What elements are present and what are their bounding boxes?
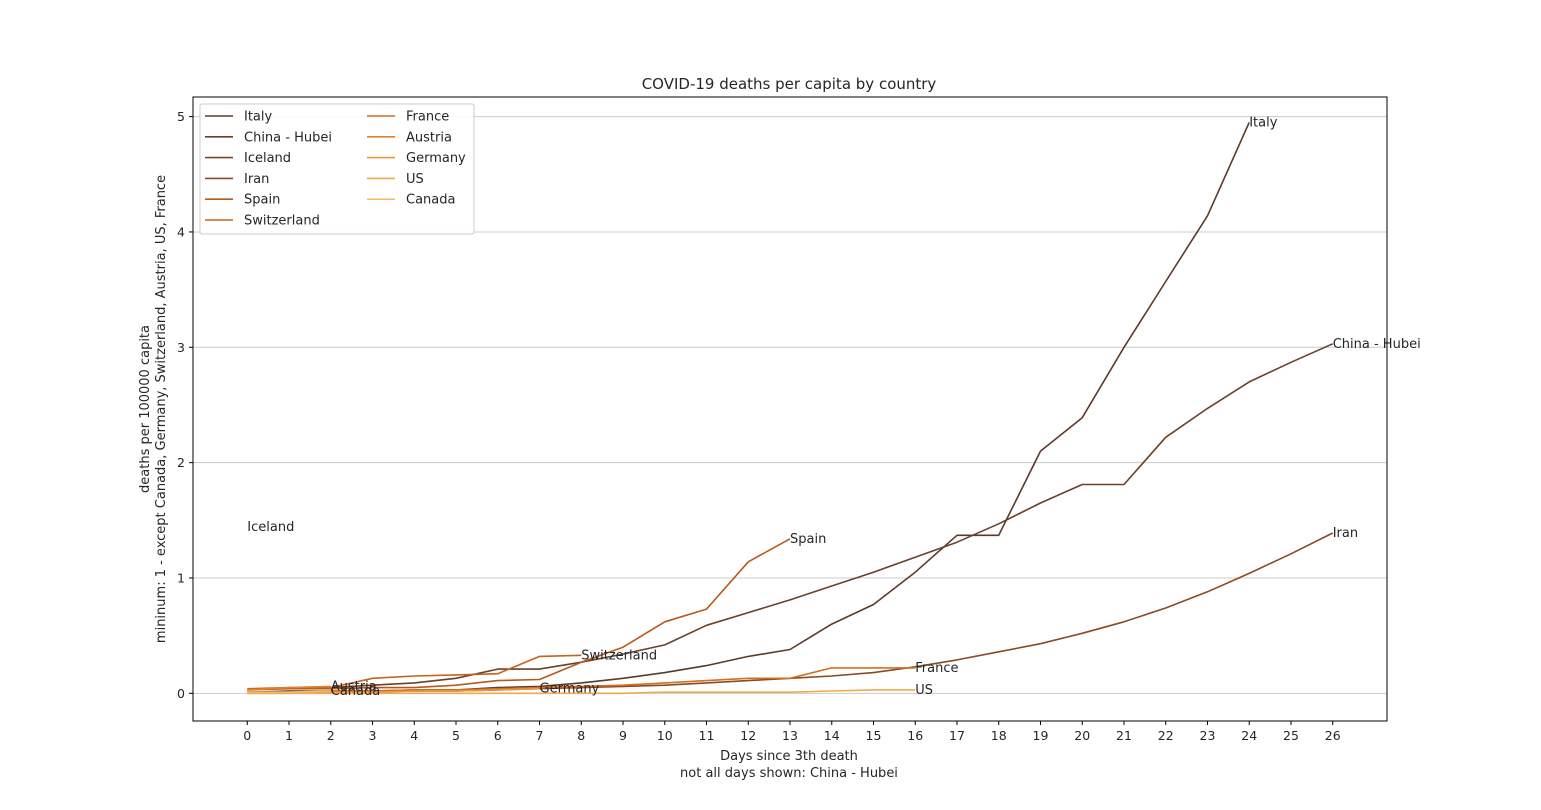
- x-tick-label: 3: [369, 728, 377, 743]
- end-label-france: France: [915, 661, 958, 676]
- x-tick-label: 23: [1200, 728, 1216, 743]
- end-label-iran: Iran: [1333, 526, 1358, 541]
- end-label-austria: Austria: [331, 679, 377, 694]
- legend-item: Italy: [205, 110, 273, 125]
- series-lines: [247, 122, 1334, 695]
- x-tick-label: 12: [740, 728, 756, 743]
- x-tick-label: 5: [452, 728, 460, 743]
- legend-item: Canada: [367, 193, 455, 208]
- series-line-us: [247, 689, 916, 695]
- x-tick-label: 10: [657, 728, 673, 743]
- legend-item: Iceland: [205, 151, 291, 166]
- y-axis-label-line1: deaths per 100000 capita: [138, 325, 153, 493]
- x-tick-label: 6: [494, 728, 502, 743]
- x-tick-label: 18: [991, 728, 1007, 743]
- x-tick-label: 25: [1283, 728, 1299, 743]
- x-tick-label: 4: [410, 728, 418, 743]
- x-tick-label: 26: [1325, 728, 1341, 743]
- series-line-austria: [247, 685, 331, 691]
- series-line-france: [247, 667, 916, 694]
- end-label-iceland: Iceland: [247, 520, 294, 535]
- x-tick-label: 8: [577, 728, 585, 743]
- legend-label: Iceland: [244, 151, 291, 166]
- legend-item: Germany: [367, 151, 466, 166]
- y-tick-label: 2: [177, 455, 185, 470]
- legend-label: Spain: [244, 193, 280, 208]
- end-label-china-hubei: China - Hubei: [1333, 337, 1421, 352]
- x-tick-label: 19: [1033, 728, 1049, 743]
- end-label-spain: Spain: [790, 532, 826, 547]
- legend-label: Canada: [406, 193, 455, 208]
- x-tick-label: 21: [1116, 728, 1132, 743]
- series-line-canada: [247, 690, 331, 694]
- y-tick-label: 1: [177, 570, 185, 585]
- legend-item: China - Hubei: [205, 130, 332, 145]
- x-tick-label: 16: [907, 728, 923, 743]
- legend-label: Italy: [244, 110, 273, 125]
- x-tick-label: 22: [1158, 728, 1174, 743]
- end-label-italy: Italy: [1249, 115, 1278, 130]
- y-tick-label: 4: [177, 224, 185, 239]
- x-tick-label: 24: [1241, 728, 1257, 743]
- end-label-germany: Germany: [540, 682, 600, 697]
- legend-item: Iran: [205, 172, 269, 187]
- x-tick-label: 20: [1074, 728, 1090, 743]
- legend-label: Austria: [406, 130, 452, 145]
- x-tick-label: 11: [699, 728, 715, 743]
- legend: Italy China - Hubei Iceland Iran Spain Switze…: [199, 103, 475, 235]
- y-axis-label-line2: mininum: 1 - except Canada, Germany, Swi…: [154, 175, 169, 643]
- y-axis-ticks: 0 1 2 3 4 5: [177, 109, 193, 701]
- legend-item: US: [367, 172, 424, 187]
- y-tick-label: 3: [177, 340, 185, 355]
- x-tick-label: 9: [619, 728, 627, 743]
- legend-label: China - Hubei: [244, 130, 332, 145]
- legend-item: Austria: [367, 130, 452, 145]
- end-label-us: US: [915, 683, 933, 698]
- legend-item: France: [367, 110, 449, 125]
- end-label-canada: Canada: [331, 684, 380, 699]
- legend-label: Iran: [244, 172, 269, 187]
- x-tick-label: 7: [536, 728, 544, 743]
- x-tick-label: 1: [285, 728, 293, 743]
- legend-label: France: [406, 110, 449, 125]
- end-labels: Italy China - Hubei Iceland Iran Spain Switze…: [247, 115, 1420, 699]
- x-axis-label: Days since 3th death: [720, 749, 858, 764]
- legend-label: Switzerland: [244, 214, 320, 229]
- y-tick-label: 0: [177, 686, 185, 701]
- y-tick-label: 5: [177, 109, 185, 124]
- x-tick-label: 15: [866, 728, 882, 743]
- x-axis-note: not all days shown: China - Hubei: [680, 766, 898, 781]
- legend-item: Switzerland: [205, 214, 320, 229]
- chart-title: COVID-19 deaths per capita by country: [642, 75, 937, 93]
- legend-label: Germany: [406, 151, 466, 166]
- x-tick-label: 0: [243, 728, 251, 743]
- series-line-china-hubei: [330, 343, 1334, 689]
- series-line-spain: [247, 538, 791, 691]
- x-tick-label: 13: [782, 728, 798, 743]
- end-label-switzerland: Switzerland: [581, 648, 657, 663]
- x-tick-label: 14: [824, 728, 840, 743]
- x-tick-label: 17: [949, 728, 965, 743]
- x-axis-ticks: 0 1 2 3 4 5 6 7 8 9 10 11 12 13 14 15 16 17 18 19 20 21 22 23 24…: [243, 721, 1341, 743]
- legend-box: [199, 103, 475, 235]
- x-tick-label: 2: [327, 728, 335, 743]
- legend-label: US: [406, 172, 424, 187]
- legend-item: Spain: [205, 193, 280, 208]
